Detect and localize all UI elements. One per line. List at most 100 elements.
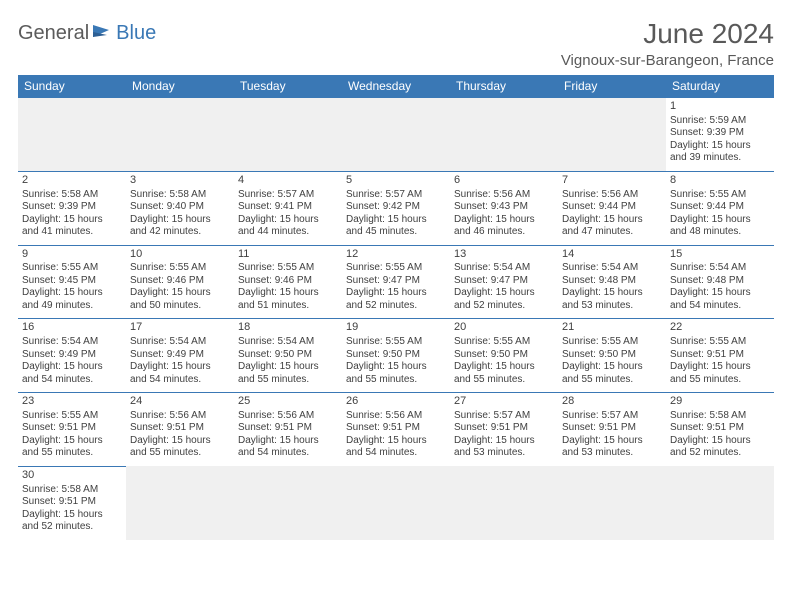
sunset-text: Sunset: 9:51 PM	[562, 422, 662, 435]
day-number: 25	[238, 395, 338, 409]
day-number: 11	[238, 248, 338, 262]
weekday-header: Monday	[126, 75, 234, 98]
calendar-cell	[450, 466, 558, 539]
day-number: 8	[670, 174, 770, 188]
daylight-text: Daylight: 15 hours and 55 minutes.	[454, 361, 554, 386]
sunset-text: Sunset: 9:51 PM	[22, 496, 122, 509]
daylight-text: Daylight: 15 hours and 53 minutes.	[562, 435, 662, 460]
daylight-text: Daylight: 15 hours and 45 minutes.	[346, 214, 446, 239]
sunset-text: Sunset: 9:46 PM	[238, 275, 338, 288]
sunset-text: Sunset: 9:50 PM	[238, 349, 338, 362]
calendar-body: 1Sunrise: 5:59 AMSunset: 9:39 PMDaylight…	[18, 98, 774, 540]
daylight-text: Daylight: 15 hours and 53 minutes.	[562, 287, 662, 312]
day-number: 26	[346, 395, 446, 409]
sunrise-text: Sunrise: 5:55 AM	[130, 262, 230, 275]
sunset-text: Sunset: 9:47 PM	[454, 275, 554, 288]
sunrise-text: Sunrise: 5:56 AM	[238, 410, 338, 423]
daylight-text: Daylight: 15 hours and 55 minutes.	[346, 361, 446, 386]
calendar-cell: 25Sunrise: 5:56 AMSunset: 9:51 PMDayligh…	[234, 393, 342, 467]
day-number: 13	[454, 248, 554, 262]
day-number: 4	[238, 174, 338, 188]
calendar-cell: 26Sunrise: 5:56 AMSunset: 9:51 PMDayligh…	[342, 393, 450, 467]
daylight-text: Daylight: 15 hours and 54 minutes.	[22, 361, 122, 386]
calendar-cell: 5Sunrise: 5:57 AMSunset: 9:42 PMDaylight…	[342, 171, 450, 245]
day-number: 24	[130, 395, 230, 409]
sunrise-text: Sunrise: 5:55 AM	[22, 262, 122, 275]
day-number: 16	[22, 321, 122, 335]
calendar-cell: 1Sunrise: 5:59 AMSunset: 9:39 PMDaylight…	[666, 98, 774, 172]
calendar-cell: 12Sunrise: 5:55 AMSunset: 9:47 PMDayligh…	[342, 245, 450, 319]
weekday-header: Sunday	[18, 75, 126, 98]
sunset-text: Sunset: 9:49 PM	[22, 349, 122, 362]
sunrise-text: Sunrise: 5:55 AM	[670, 336, 770, 349]
sunrise-text: Sunrise: 5:56 AM	[562, 189, 662, 202]
sunrise-text: Sunrise: 5:58 AM	[670, 410, 770, 423]
sunrise-text: Sunrise: 5:57 AM	[238, 189, 338, 202]
logo-flag-icon	[93, 23, 113, 44]
calendar-cell	[342, 98, 450, 172]
calendar-cell	[558, 98, 666, 172]
calendar-cell: 6Sunrise: 5:56 AMSunset: 9:43 PMDaylight…	[450, 171, 558, 245]
sunset-text: Sunset: 9:51 PM	[22, 422, 122, 435]
location: Vignoux-sur-Barangeon, France	[561, 52, 774, 69]
calendar-cell: 17Sunrise: 5:54 AMSunset: 9:49 PMDayligh…	[126, 319, 234, 393]
daylight-text: Daylight: 15 hours and 52 minutes.	[454, 287, 554, 312]
weekday-header: Thursday	[450, 75, 558, 98]
calendar-cell: 18Sunrise: 5:54 AMSunset: 9:50 PMDayligh…	[234, 319, 342, 393]
weekday-header: Wednesday	[342, 75, 450, 98]
calendar-cell: 20Sunrise: 5:55 AMSunset: 9:50 PMDayligh…	[450, 319, 558, 393]
calendar-cell	[234, 98, 342, 172]
calendar-cell: 8Sunrise: 5:55 AMSunset: 9:44 PMDaylight…	[666, 171, 774, 245]
logo-text-general: General	[18, 22, 89, 45]
calendar-row: 30Sunrise: 5:58 AMSunset: 9:51 PMDayligh…	[18, 466, 774, 539]
sunrise-text: Sunrise: 5:55 AM	[670, 189, 770, 202]
sunset-text: Sunset: 9:48 PM	[670, 275, 770, 288]
logo: General Blue	[18, 22, 156, 45]
calendar-cell: 28Sunrise: 5:57 AMSunset: 9:51 PMDayligh…	[558, 393, 666, 467]
daylight-text: Daylight: 15 hours and 52 minutes.	[22, 509, 122, 534]
day-number: 23	[22, 395, 122, 409]
day-number: 22	[670, 321, 770, 335]
weekday-header: Tuesday	[234, 75, 342, 98]
sunset-text: Sunset: 9:43 PM	[454, 201, 554, 214]
sunset-text: Sunset: 9:51 PM	[130, 422, 230, 435]
daylight-text: Daylight: 15 hours and 54 minutes.	[670, 287, 770, 312]
calendar-cell: 14Sunrise: 5:54 AMSunset: 9:48 PMDayligh…	[558, 245, 666, 319]
day-number: 30	[22, 469, 122, 483]
sunrise-text: Sunrise: 5:54 AM	[670, 262, 770, 275]
calendar-cell: 16Sunrise: 5:54 AMSunset: 9:49 PMDayligh…	[18, 319, 126, 393]
daylight-text: Daylight: 15 hours and 52 minutes.	[346, 287, 446, 312]
daylight-text: Daylight: 15 hours and 50 minutes.	[130, 287, 230, 312]
sunset-text: Sunset: 9:45 PM	[22, 275, 122, 288]
day-number: 15	[670, 248, 770, 262]
daylight-text: Daylight: 15 hours and 51 minutes.	[238, 287, 338, 312]
calendar-cell: 3Sunrise: 5:58 AMSunset: 9:40 PMDaylight…	[126, 171, 234, 245]
sunrise-text: Sunrise: 5:54 AM	[22, 336, 122, 349]
daylight-text: Daylight: 15 hours and 41 minutes.	[22, 214, 122, 239]
sunset-text: Sunset: 9:50 PM	[562, 349, 662, 362]
sunrise-text: Sunrise: 5:55 AM	[454, 336, 554, 349]
sunset-text: Sunset: 9:40 PM	[130, 201, 230, 214]
sunset-text: Sunset: 9:39 PM	[670, 127, 770, 140]
sunrise-text: Sunrise: 5:55 AM	[562, 336, 662, 349]
daylight-text: Daylight: 15 hours and 55 minutes.	[22, 435, 122, 460]
calendar-cell: 2Sunrise: 5:58 AMSunset: 9:39 PMDaylight…	[18, 171, 126, 245]
sunrise-text: Sunrise: 5:55 AM	[346, 336, 446, 349]
sunrise-text: Sunrise: 5:56 AM	[454, 189, 554, 202]
daylight-text: Daylight: 15 hours and 55 minutes.	[562, 361, 662, 386]
calendar-cell: 11Sunrise: 5:55 AMSunset: 9:46 PMDayligh…	[234, 245, 342, 319]
day-number: 3	[130, 174, 230, 188]
sunset-text: Sunset: 9:51 PM	[346, 422, 446, 435]
sunrise-text: Sunrise: 5:55 AM	[22, 410, 122, 423]
sunrise-text: Sunrise: 5:58 AM	[130, 189, 230, 202]
sunrise-text: Sunrise: 5:54 AM	[562, 262, 662, 275]
sunrise-text: Sunrise: 5:54 AM	[238, 336, 338, 349]
day-number: 5	[346, 174, 446, 188]
sunset-text: Sunset: 9:42 PM	[346, 201, 446, 214]
weekday-header: Saturday	[666, 75, 774, 98]
sunset-text: Sunset: 9:44 PM	[562, 201, 662, 214]
sunrise-text: Sunrise: 5:56 AM	[346, 410, 446, 423]
day-number: 9	[22, 248, 122, 262]
title-block: June 2024 Vignoux-sur-Barangeon, France	[561, 18, 774, 69]
calendar-cell: 4Sunrise: 5:57 AMSunset: 9:41 PMDaylight…	[234, 171, 342, 245]
